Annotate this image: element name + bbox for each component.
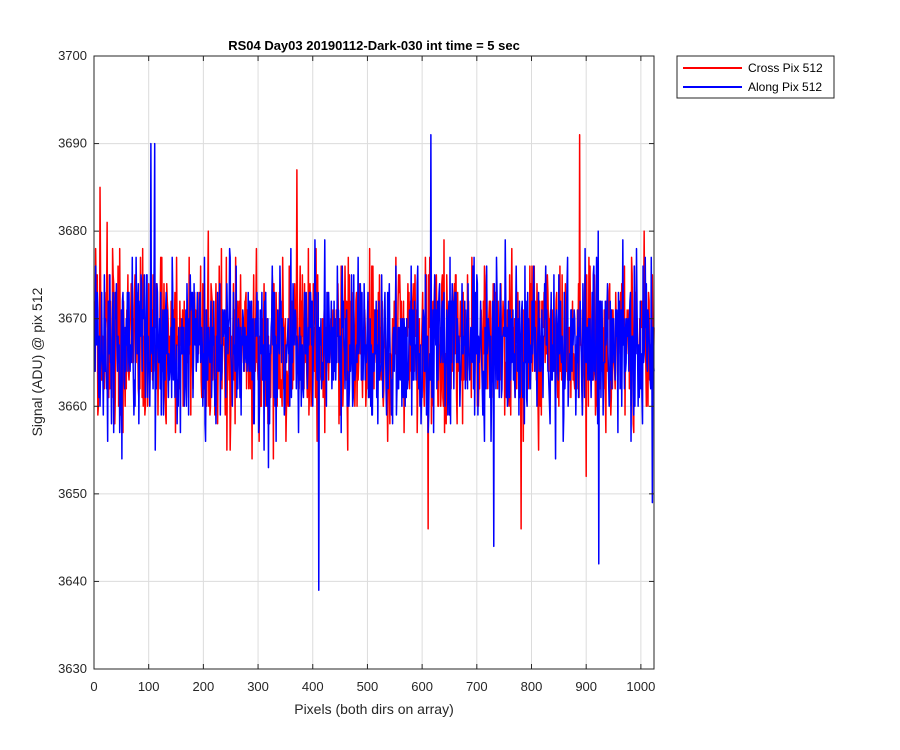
y-tick-label: 3700 — [58, 48, 87, 63]
x-tick-label: 600 — [411, 679, 433, 694]
legend-label-cross: Cross Pix 512 — [748, 61, 823, 75]
y-tick-label: 3680 — [58, 223, 87, 238]
x-tick-label: 900 — [575, 679, 597, 694]
y-axis-label: Signal (ADU) @ pix 512 — [29, 287, 45, 436]
x-tick-label: 300 — [247, 679, 269, 694]
y-tick-label: 3660 — [58, 398, 87, 413]
series-line-1 — [94, 134, 655, 591]
plot-frame — [93, 55, 655, 670]
legend-box — [676, 55, 835, 99]
x-tick-label: 700 — [466, 679, 488, 694]
series-layer — [93, 134, 655, 591]
x-axis-label: Pixels (both dirs on array) — [294, 701, 454, 717]
ticks: 0 100 200 300 400 500 600 700 800 900 1000 3630 3640… — [58, 48, 655, 694]
x-tick-label: 200 — [193, 679, 215, 694]
chart-title: RS04 Day03 20190112-Dark-030 int time = … — [228, 38, 520, 53]
x-tick-label: 1000 — [626, 679, 655, 694]
y-tick-label: 3650 — [58, 486, 87, 501]
legend-label-along: Along Pix 512 — [748, 80, 822, 94]
y-tick-label: 3690 — [58, 136, 87, 151]
x-tick-label: 800 — [521, 679, 543, 694]
x-tick-label: 100 — [138, 679, 160, 694]
y-tick-label: 3640 — [58, 573, 87, 588]
x-tick-label: 400 — [302, 679, 324, 694]
y-tick-label: 3630 — [58, 661, 87, 676]
x-tick-label: 0 — [90, 679, 97, 694]
y-tick-label: 3670 — [58, 311, 87, 326]
legend: Cross Pix 512 Along Pix 512 — [676, 55, 835, 99]
x-tick-label: 500 — [357, 679, 379, 694]
